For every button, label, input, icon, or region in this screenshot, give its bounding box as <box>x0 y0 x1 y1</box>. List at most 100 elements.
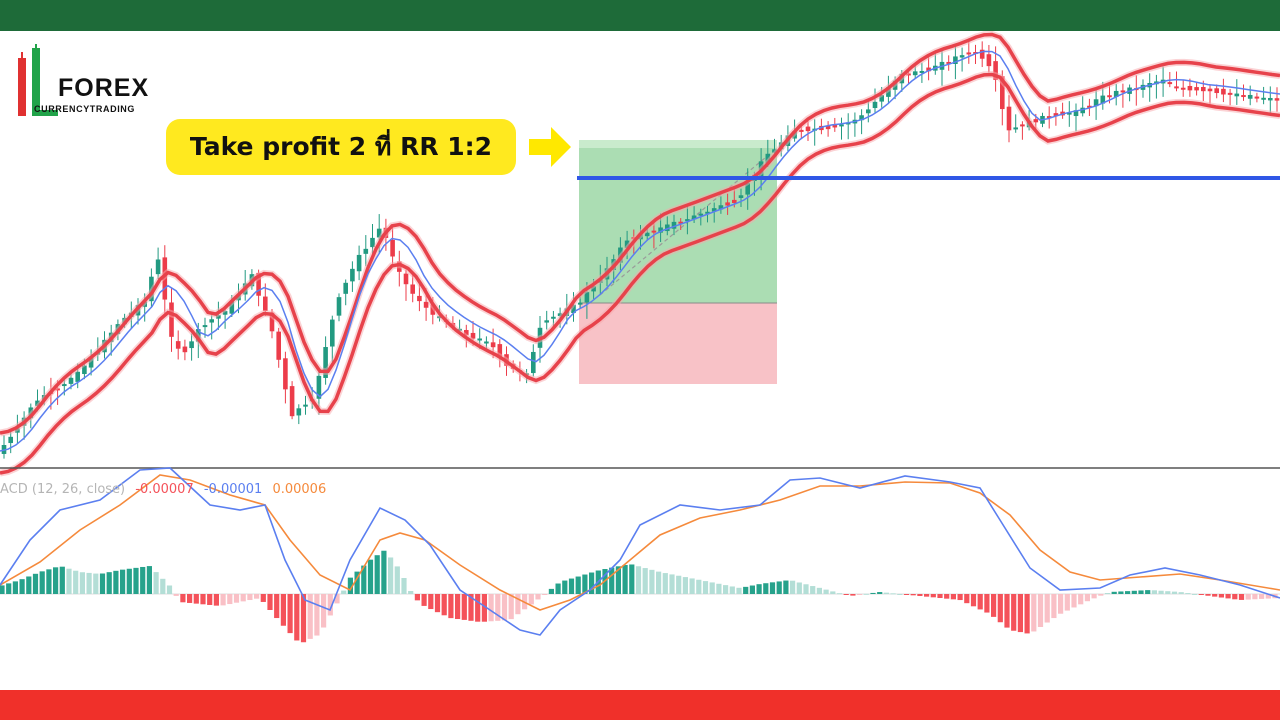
candle-body <box>986 54 992 67</box>
candle-body <box>866 109 871 114</box>
macd-histogram-bar <box>950 594 956 600</box>
candle-body <box>229 301 235 314</box>
macd-histogram-bar <box>39 571 45 594</box>
macd-histogram-bar <box>756 584 762 594</box>
candle-body <box>1087 105 1092 108</box>
macd-histogram-bar <box>327 594 333 616</box>
macd-histogram-bar <box>381 550 387 594</box>
macd-histogram-bar <box>247 594 253 601</box>
macd-histogram-bar <box>93 573 99 594</box>
moving-average-overlays <box>0 31 1280 477</box>
macd-histogram-bar <box>1131 590 1137 594</box>
macd-histogram-bar <box>106 572 112 594</box>
macd-histogram-bar <box>716 583 722 594</box>
macd-histogram-bar <box>723 585 729 594</box>
moving-average-line <box>0 50 1280 452</box>
candle-body <box>685 219 690 222</box>
macd-histogram-bar <box>917 594 923 596</box>
macd-histogram-bar <box>1058 594 1064 614</box>
macd-histogram-bar <box>461 594 467 620</box>
macd-histogram-bar <box>635 566 642 594</box>
macd-histogram-bar <box>830 591 836 594</box>
macd-histogram-bar <box>656 571 662 594</box>
candle-body <box>551 316 556 319</box>
candle-body <box>350 268 355 282</box>
macd-histogram-bar <box>970 594 977 607</box>
candle-body <box>1234 93 1240 97</box>
macd-histogram-bar <box>1051 594 1057 619</box>
macd-legend-macd: -0.00001 <box>203 482 263 497</box>
macd-histogram-bar <box>0 585 5 594</box>
macd-histogram-bar <box>26 576 32 594</box>
candle-body <box>725 202 730 206</box>
macd-histogram-bar <box>300 594 307 643</box>
candle-body <box>303 404 308 407</box>
macd-histogram-bar <box>254 594 260 599</box>
candle-body <box>1080 107 1085 114</box>
macd-histogram-bar <box>1158 590 1164 594</box>
macd-histogram-bar <box>1238 594 1245 600</box>
macd-legend: ACD (12, 26, close) -0.00007 -0.00001 0.… <box>0 482 332 497</box>
candle-body <box>390 239 395 257</box>
candle-body <box>979 49 985 59</box>
macd-histogram-bar <box>1031 594 1037 632</box>
macd-histogram-bar <box>394 566 400 594</box>
macd-signal-line <box>0 474 1280 611</box>
candle-body <box>926 67 931 72</box>
candle-body <box>202 325 208 328</box>
candle-body <box>732 199 737 203</box>
macd-histogram-bar <box>997 594 1003 623</box>
macd-histogram-bar <box>146 566 152 594</box>
candle-body <box>799 129 804 132</box>
macd-histogram-bar <box>676 575 682 594</box>
macd-histogram-bar <box>421 594 427 606</box>
macd-histogram-bar <box>341 590 347 594</box>
candle-body <box>484 341 489 344</box>
candle-body <box>966 52 972 55</box>
candle-body <box>376 228 382 238</box>
macd-histogram-bar <box>1232 594 1238 600</box>
macd-legend-hist: -0.00007 <box>135 482 194 497</box>
candle-body <box>330 319 335 347</box>
macd-histogram-bar <box>883 592 889 594</box>
macd-histogram-bar <box>1178 592 1184 594</box>
candle-body <box>269 312 275 332</box>
candle-body <box>410 284 415 294</box>
candle-body <box>283 358 288 390</box>
macd-histogram-bar <box>1004 594 1010 628</box>
macd-histogram-bar <box>729 586 735 594</box>
macd-histogram-bar <box>1011 594 1017 631</box>
macd-histogram-bar <box>1145 590 1151 594</box>
macd-histogram-bar <box>991 594 997 617</box>
macd-histogram-bar <box>140 566 146 594</box>
macd-legend-label: ACD (12, 26, close) <box>0 482 126 497</box>
candle-body <box>738 195 744 198</box>
candle-body <box>859 115 864 121</box>
macd-histogram-bar <box>73 570 79 594</box>
candle-body <box>1261 97 1266 100</box>
candle-body <box>403 273 409 285</box>
macd-histogram-bar <box>455 594 461 620</box>
macd-histogram-bar <box>153 572 159 594</box>
macd-histogram-bar <box>1171 591 1178 594</box>
candle-body <box>1194 87 1199 91</box>
macd-histogram-bar <box>347 577 353 594</box>
candle-body <box>825 125 831 130</box>
macd-histogram-bar <box>662 573 668 594</box>
macd-histogram-bar <box>937 594 943 598</box>
macd-histogram-bar <box>1118 591 1124 594</box>
macd-histogram-bar <box>542 594 548 595</box>
candle-body <box>1113 90 1119 97</box>
macd-histogram-bar <box>321 594 327 628</box>
candle-body <box>879 95 884 102</box>
macd-histogram-bar <box>495 594 501 621</box>
macd-histogram-bar <box>1037 594 1044 627</box>
macd-histogram-bar <box>267 594 273 610</box>
candle-body <box>1093 99 1099 107</box>
candle-body <box>1006 106 1012 131</box>
macd-histogram-bar <box>810 586 816 594</box>
candle-body <box>691 215 697 220</box>
candle-body <box>1241 95 1246 98</box>
macd-histogram-bar <box>1165 591 1171 594</box>
candle-body <box>1180 87 1186 90</box>
